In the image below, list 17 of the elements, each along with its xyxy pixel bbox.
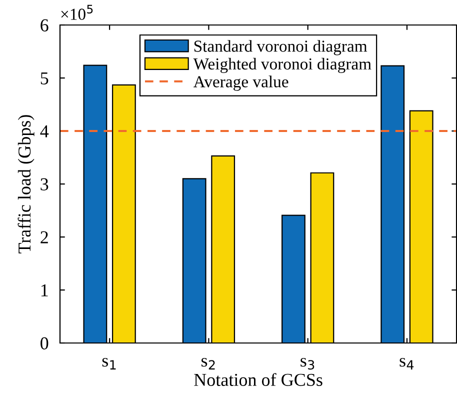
y-tick-label: 3 bbox=[40, 178, 48, 190]
y-tick-label: 6 bbox=[40, 19, 48, 32]
y-axis-title: Traffic load (Gbps) bbox=[18, 115, 34, 254]
y-tick-label: 2 bbox=[40, 231, 48, 244]
y-tick-label: 1 bbox=[41, 284, 48, 296]
y-tick-label: 4 bbox=[40, 125, 49, 138]
legend-label: Standard voronoi diagram bbox=[194, 40, 368, 56]
x-tick-label: s$_{2}$ bbox=[202, 358, 215, 370]
legend-label: Weighted voronoi diagram bbox=[193, 58, 372, 74]
x-tick-label: s$_{1}$ bbox=[102, 358, 116, 370]
text: ×10$^{5}$ bbox=[61, 4, 93, 20]
x-tick-label: s$_{3}$ bbox=[300, 358, 314, 370]
y-tick-label: 5 bbox=[40, 72, 48, 84]
y-tick-label: 0 bbox=[40, 337, 48, 350]
x-axis-title: Notation of GCSs bbox=[194, 373, 322, 386]
legend-label: Average value bbox=[193, 76, 288, 91]
x-tick-label: s$_{4}$ bbox=[400, 358, 414, 370]
